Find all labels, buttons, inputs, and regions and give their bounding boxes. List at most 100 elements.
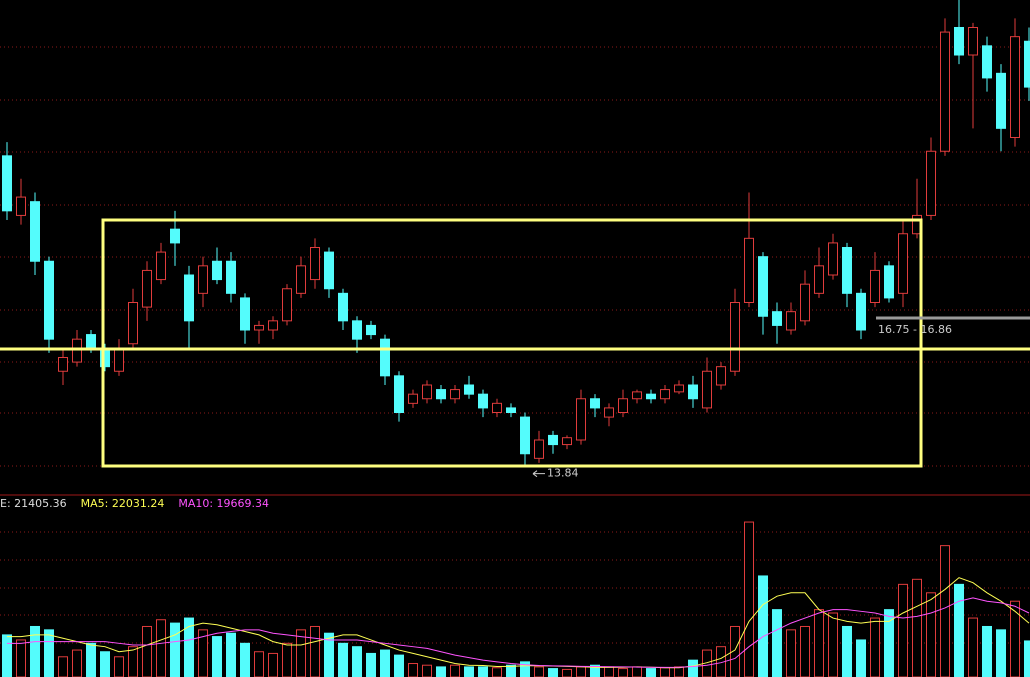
- candle-body: [576, 398, 586, 441]
- volume-bar: [548, 668, 558, 677]
- volume-bar: [492, 667, 502, 677]
- candle-body: [366, 324, 376, 336]
- candle-body: [44, 260, 54, 340]
- candle-body: [688, 384, 698, 400]
- volume-bar: [534, 666, 544, 677]
- candle-body: [478, 393, 488, 409]
- candle-body: [702, 370, 712, 409]
- candle-body: [954, 27, 964, 56]
- volume-bar: [996, 629, 1006, 677]
- volume-bar: [142, 625, 152, 677]
- candle-body: [72, 338, 82, 363]
- candle-body: [870, 269, 880, 303]
- volume-bar: [772, 609, 782, 677]
- volume-bar: [730, 625, 740, 677]
- candle-body: [450, 389, 460, 400]
- candle-body: [660, 389, 670, 400]
- price-range-label: 16.75 - 16.86: [878, 323, 952, 336]
- volume-bar: [86, 642, 96, 677]
- candle-body: [674, 384, 684, 393]
- volume-bar: [128, 646, 138, 677]
- candle-body: [772, 311, 782, 326]
- volume-bar: [646, 668, 656, 677]
- candle-body: [996, 72, 1006, 129]
- candle-body: [408, 393, 418, 404]
- volume-bar: [954, 583, 964, 677]
- volume-bar: [282, 642, 292, 677]
- candle-body: [380, 338, 390, 377]
- candle-body: [786, 311, 796, 331]
- candle-body: [142, 269, 152, 308]
- candle-body: [198, 265, 208, 294]
- candle-body: [828, 242, 838, 276]
- candle-body: [352, 320, 362, 340]
- candle-body: [254, 324, 264, 331]
- volume-bar: [226, 632, 236, 677]
- candle-body: [506, 407, 516, 413]
- candle-body: [926, 150, 936, 216]
- volume-bar: [408, 663, 418, 677]
- candle-body: [310, 247, 320, 281]
- volume-legend-entry: MA5: 22031.24: [81, 497, 165, 510]
- candle-body: [520, 416, 530, 455]
- low-arrow: [532, 470, 545, 478]
- labels: 13.84 E: 21405.36 MA5: 22031.24 MA10: 19669…: [0, 467, 579, 510]
- volume-bar: [870, 617, 880, 677]
- candle-body: [338, 292, 348, 322]
- volume-bar: [478, 666, 488, 677]
- volume-bar: [1010, 600, 1020, 677]
- candle-body: [548, 434, 558, 446]
- volume-bar: [758, 575, 768, 677]
- volume-bar: [940, 545, 950, 677]
- volume-bar: [898, 583, 908, 677]
- candle-body: [464, 384, 474, 395]
- volume-bar: [632, 666, 642, 677]
- volume-bar: [618, 668, 628, 677]
- volume-bar: [254, 651, 264, 677]
- ma10-line: [7, 597, 1030, 668]
- candle-body: [492, 402, 502, 414]
- candle-body: [30, 201, 40, 262]
- volume-bar: [394, 654, 404, 677]
- volume-legend-entry: E: 21405.36: [0, 497, 67, 510]
- candle-body: [212, 260, 222, 281]
- low-label: 13.84: [547, 467, 579, 480]
- volume-bar: [44, 629, 54, 677]
- volume-bar: [506, 664, 516, 677]
- volume-bar: [366, 652, 376, 677]
- candle-body: [296, 265, 306, 294]
- volume-bar: [688, 659, 698, 677]
- volume-bar: [16, 639, 26, 677]
- candle-body: [800, 283, 810, 322]
- candle-body: [2, 155, 12, 212]
- candle-body: [758, 256, 768, 317]
- candle-body: [562, 437, 572, 446]
- candle-body: [1010, 36, 1020, 139]
- candle-body: [604, 407, 614, 418]
- volume-bar: [30, 625, 40, 677]
- candle-body: [940, 31, 950, 152]
- volume-bar: [156, 619, 166, 677]
- volume-bar: [2, 634, 12, 677]
- candle-body: [968, 27, 978, 56]
- volume-bar: [212, 636, 222, 677]
- volume-bar: [786, 629, 796, 677]
- candle-body: [744, 237, 754, 303]
- candle-body: [184, 274, 194, 322]
- candle-body: [282, 288, 292, 322]
- volume-bar: [240, 642, 250, 677]
- candle-body: [226, 260, 236, 294]
- volume-bar: [884, 609, 894, 677]
- volume-bar: [968, 617, 978, 677]
- candle-body: [394, 375, 404, 414]
- volume-bar: [828, 612, 838, 677]
- volume-bar: [170, 622, 180, 677]
- volume-bar: [114, 656, 124, 677]
- candle-body: [86, 334, 96, 349]
- volume-bar: [842, 625, 852, 677]
- candles: [2, 0, 1030, 466]
- volume-bar: [352, 646, 362, 677]
- candle-body: [16, 196, 26, 216]
